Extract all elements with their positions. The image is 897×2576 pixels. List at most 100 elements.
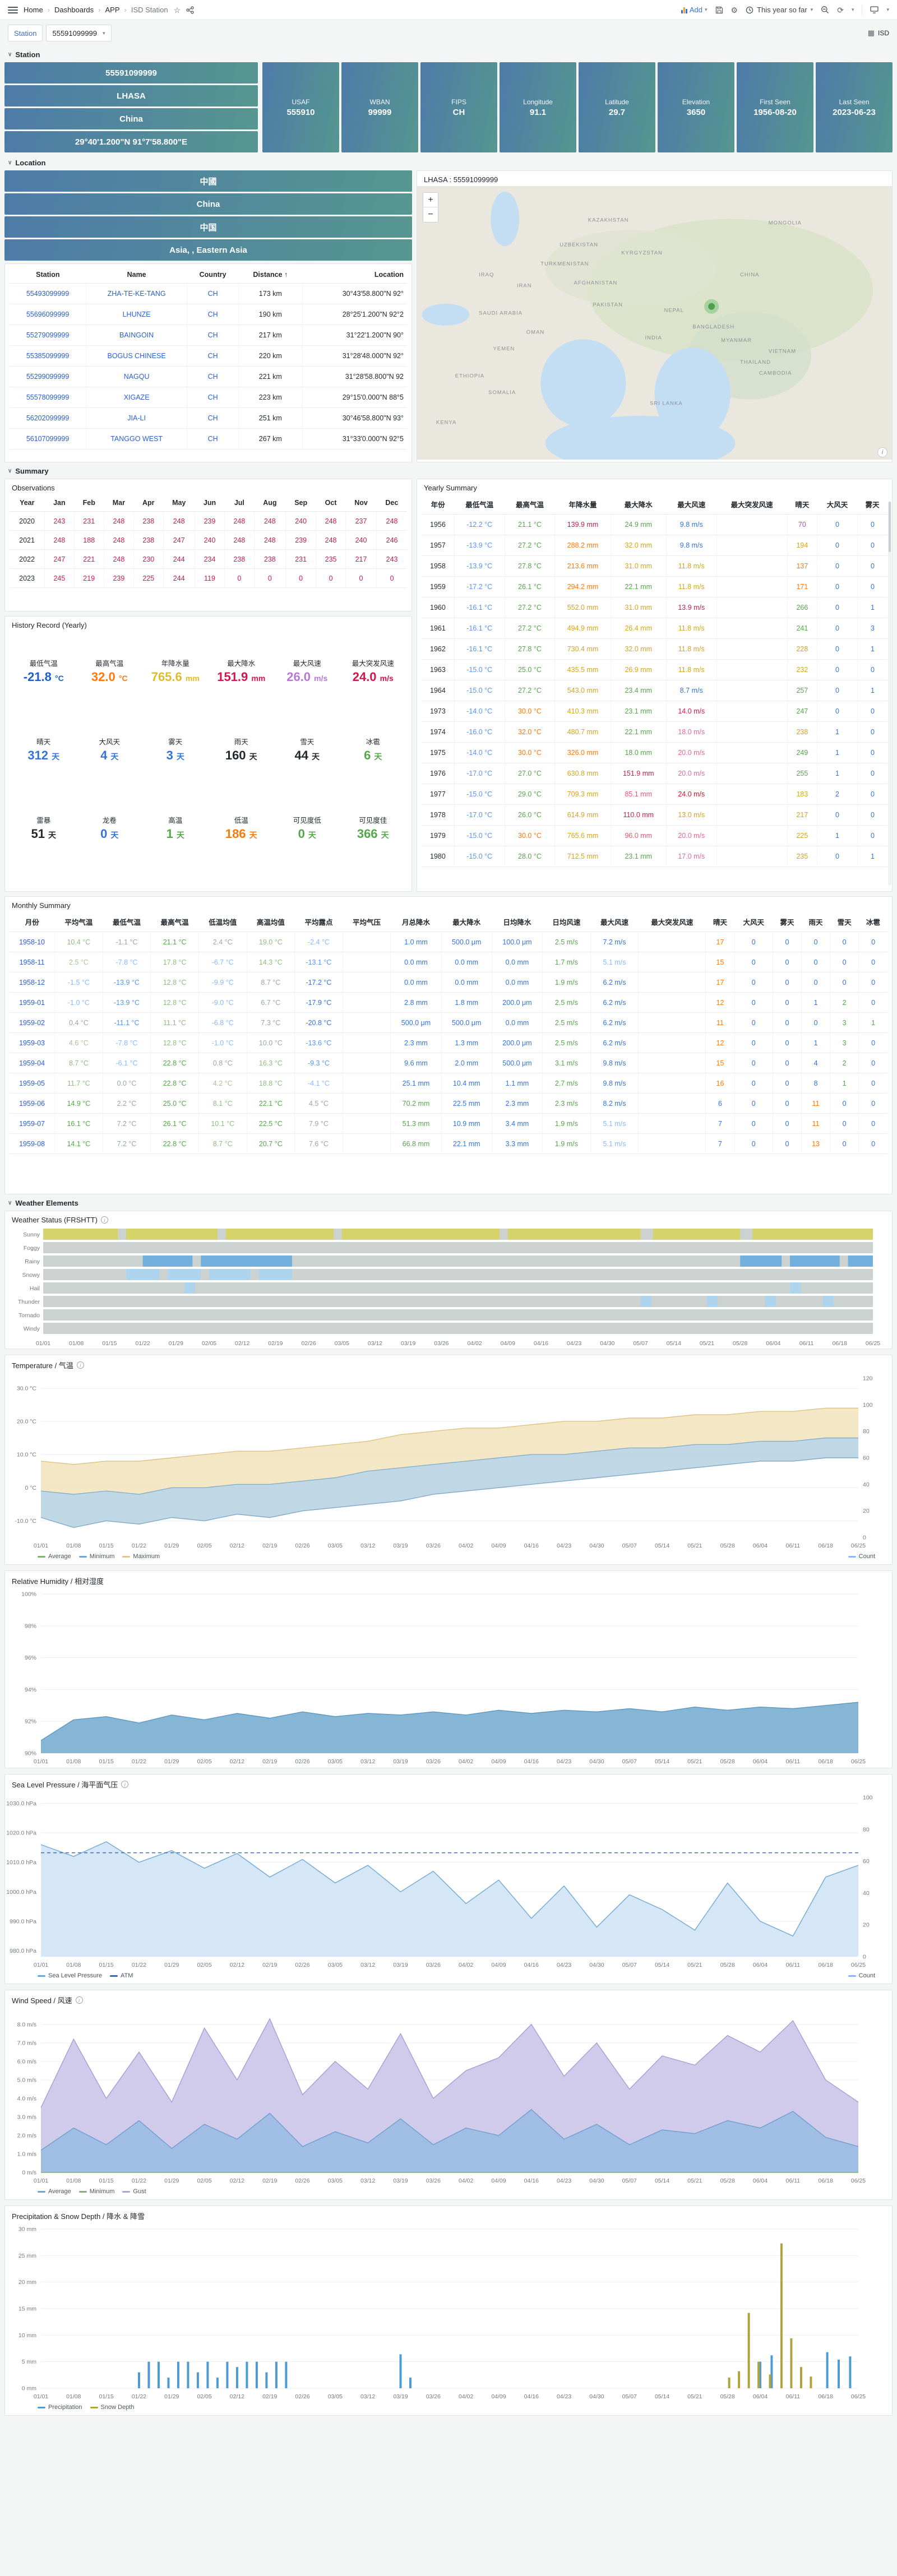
share-icon[interactable]	[186, 6, 194, 14]
month-link[interactable]: 1959-04	[19, 1059, 45, 1067]
month-link[interactable]: 1959-05	[19, 1079, 45, 1087]
column-header[interactable]: 年降水量	[554, 494, 611, 515]
map-attribution-icon[interactable]: i	[877, 447, 887, 457]
column-header[interactable]: Jun	[195, 494, 225, 512]
column-header[interactable]: 最低气温	[103, 912, 151, 932]
info-icon[interactable]: i	[121, 1781, 129, 1788]
column-header[interactable]: 雾天	[773, 912, 802, 932]
column-header[interactable]: Station	[10, 266, 86, 284]
station-variable-label[interactable]: Station	[8, 25, 43, 41]
month-link[interactable]: 1959-08	[19, 1139, 45, 1148]
chart-canvas[interactable]: 1030.0 hPa 1020.0 hPa 1010.0 hPa 1000.0 hPa…	[5, 1792, 883, 1971]
refresh-caret-icon[interactable]: ▾	[851, 7, 854, 12]
station-variable-select[interactable]: 55591099999 ▾	[46, 25, 112, 41]
column-header[interactable]: 大风天	[817, 494, 858, 515]
column-header[interactable]: 冰雹	[858, 912, 887, 932]
station-link[interactable]: 55696099999	[26, 311, 70, 318]
legend-item[interactable]: Precipitation	[38, 2404, 82, 2411]
month-link[interactable]: 1959-01	[19, 998, 45, 1007]
station-link[interactable]: 56107099999	[26, 435, 70, 443]
column-header[interactable]: 最大降水	[611, 494, 667, 515]
column-header[interactable]: 雨天	[801, 912, 830, 932]
station-link[interactable]: BAINGOIN	[119, 331, 154, 339]
isd-link[interactable]: ▦ ISD	[867, 29, 889, 37]
legend-item[interactable]: Maximum	[122, 1553, 160, 1560]
column-header[interactable]: 最大降水	[441, 912, 492, 932]
legend-item[interactable]: ATM	[110, 1972, 133, 1979]
column-header[interactable]: 最大风速	[666, 494, 717, 515]
station-link[interactable]: 55279099999	[26, 331, 70, 339]
column-header[interactable]: 晴天	[705, 912, 735, 932]
station-link[interactable]: ZHA-TE-KE-TANG	[107, 290, 166, 298]
column-header[interactable]: Jan	[44, 494, 75, 512]
column-header[interactable]: Year	[10, 494, 45, 512]
scrollbar[interactable]	[888, 502, 891, 886]
column-header[interactable]: Name	[86, 266, 187, 284]
chart-canvas[interactable]: 8.0 m/s 7.0 m/s 6.0 m/s 5.0 m/s 4.0 m/s 3.0 m…	[5, 2008, 883, 2187]
month-link[interactable]: 1959-07	[19, 1119, 45, 1128]
legend-item[interactable]: Count	[848, 1972, 875, 1979]
station-link[interactable]: LHUNZE	[122, 311, 151, 318]
column-header[interactable]: May	[163, 494, 195, 512]
column-header[interactable]: 平均气温	[54, 912, 103, 932]
column-header[interactable]: Oct	[316, 494, 346, 512]
legend-item[interactable]: Minimum	[78, 1553, 114, 1560]
station-link[interactable]: 55299099999	[26, 373, 70, 381]
column-header[interactable]: Dec	[376, 494, 407, 512]
refresh-icon[interactable]: ⟳	[837, 5, 844, 15]
month-link[interactable]: 1959-06	[19, 1099, 45, 1108]
station-link[interactable]: XIGAZE	[123, 393, 150, 401]
kiosk-icon[interactable]	[870, 6, 879, 13]
month-link[interactable]: 1959-02	[19, 1018, 45, 1027]
column-header[interactable]: 晴天	[787, 494, 817, 515]
column-header[interactable]: 最大风速	[590, 912, 639, 932]
station-link[interactable]: BOGUS CHINESE	[107, 352, 166, 360]
breadcrumb-home[interactable]: Home	[24, 6, 43, 14]
column-header[interactable]: 低温均值	[198, 912, 247, 932]
station-link[interactable]: JIA-LI	[127, 414, 146, 422]
column-header[interactable]: 高温均值	[247, 912, 295, 932]
legend-item[interactable]: Average	[38, 1553, 71, 1560]
column-header[interactable]: 雪天	[830, 912, 859, 932]
station-link[interactable]: CH	[207, 290, 218, 298]
section-location[interactable]: ∨ Location	[8, 159, 46, 167]
zoom-out-icon[interactable]	[821, 6, 829, 14]
column-header[interactable]: 月总降水	[390, 912, 442, 932]
column-header[interactable]: 最低气温	[454, 494, 505, 515]
section-weather-elements[interactable]: ∨ Weather Elements	[8, 1199, 78, 1207]
info-icon[interactable]: i	[100, 1216, 108, 1224]
station-link[interactable]: CH	[207, 373, 218, 381]
map-canvas[interactable]: KAZAKHSTAN MONGOLIA KYRGYZSTAN UZBEKISTAN TU…	[417, 186, 892, 460]
column-header[interactable]: 大风天	[734, 912, 773, 932]
month-link[interactable]: 1959-03	[19, 1039, 45, 1047]
legend-item[interactable]: Minimum	[78, 2188, 114, 2195]
column-header[interactable]: 最大突发风速	[716, 494, 788, 515]
column-header[interactable]: 平均露点	[294, 912, 343, 932]
station-link[interactable]: 55385099999	[26, 352, 70, 360]
column-header[interactable]: 最大突发风速	[638, 912, 706, 932]
column-header[interactable]: 日均风速	[542, 912, 591, 932]
column-header[interactable]: Location	[302, 266, 407, 284]
column-header[interactable]: Nov	[345, 494, 377, 512]
station-link[interactable]: CH	[207, 414, 218, 422]
column-header[interactable]: 日均降水	[492, 912, 543, 932]
column-header[interactable]: Aug	[254, 494, 286, 512]
chart-canvas[interactable]: Sunny Foggy Rainy Snowy Hail Thunder Tornado Wi…	[5, 1226, 883, 1349]
column-header[interactable]: 最高气温	[505, 494, 555, 515]
section-summary[interactable]: ∨ Summary	[8, 467, 49, 475]
chart-canvas[interactable]: 100% 98% 96% 94% 92% 90%01/01 01/08 01/15 01/22 0…	[5, 1588, 883, 1768]
legend-item[interactable]: Sea Level Pressure	[38, 1972, 102, 1979]
station-link[interactable]: CH	[207, 311, 218, 318]
legend-item[interactable]: Average	[38, 2188, 71, 2195]
zoom-in-button[interactable]: +	[423, 193, 438, 207]
info-icon[interactable]: i	[76, 1361, 84, 1369]
breadcrumb-dashboards[interactable]: Dashboards	[54, 6, 94, 14]
station-link[interactable]: NAGQU	[123, 373, 150, 381]
save-icon[interactable]	[715, 6, 723, 14]
station-link[interactable]: 55578099999	[26, 393, 70, 401]
station-link[interactable]: CH	[207, 393, 218, 401]
station-link[interactable]: CH	[207, 352, 218, 360]
column-header[interactable]: Jul	[224, 494, 255, 512]
column-header[interactable]: 年份	[422, 494, 455, 515]
